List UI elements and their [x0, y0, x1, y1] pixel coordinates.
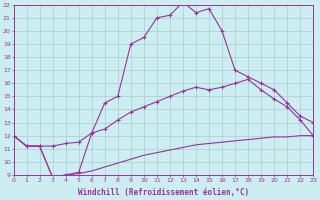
X-axis label: Windchill (Refroidissement éolien,°C): Windchill (Refroidissement éolien,°C)	[78, 188, 249, 197]
